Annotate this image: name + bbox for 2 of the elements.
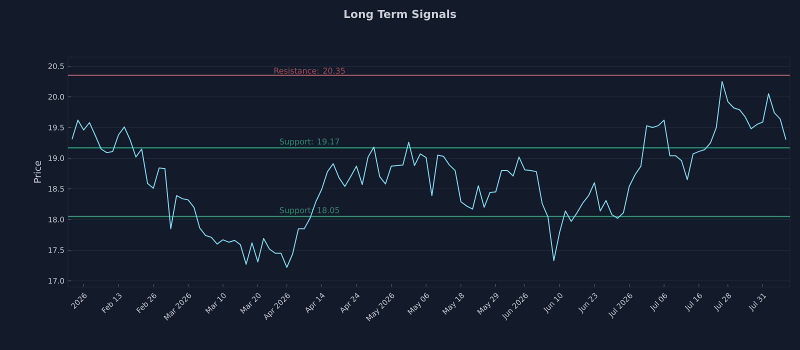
chart-title: Long Term Signals bbox=[344, 10, 456, 20]
y-axis-title: Price bbox=[34, 160, 42, 183]
